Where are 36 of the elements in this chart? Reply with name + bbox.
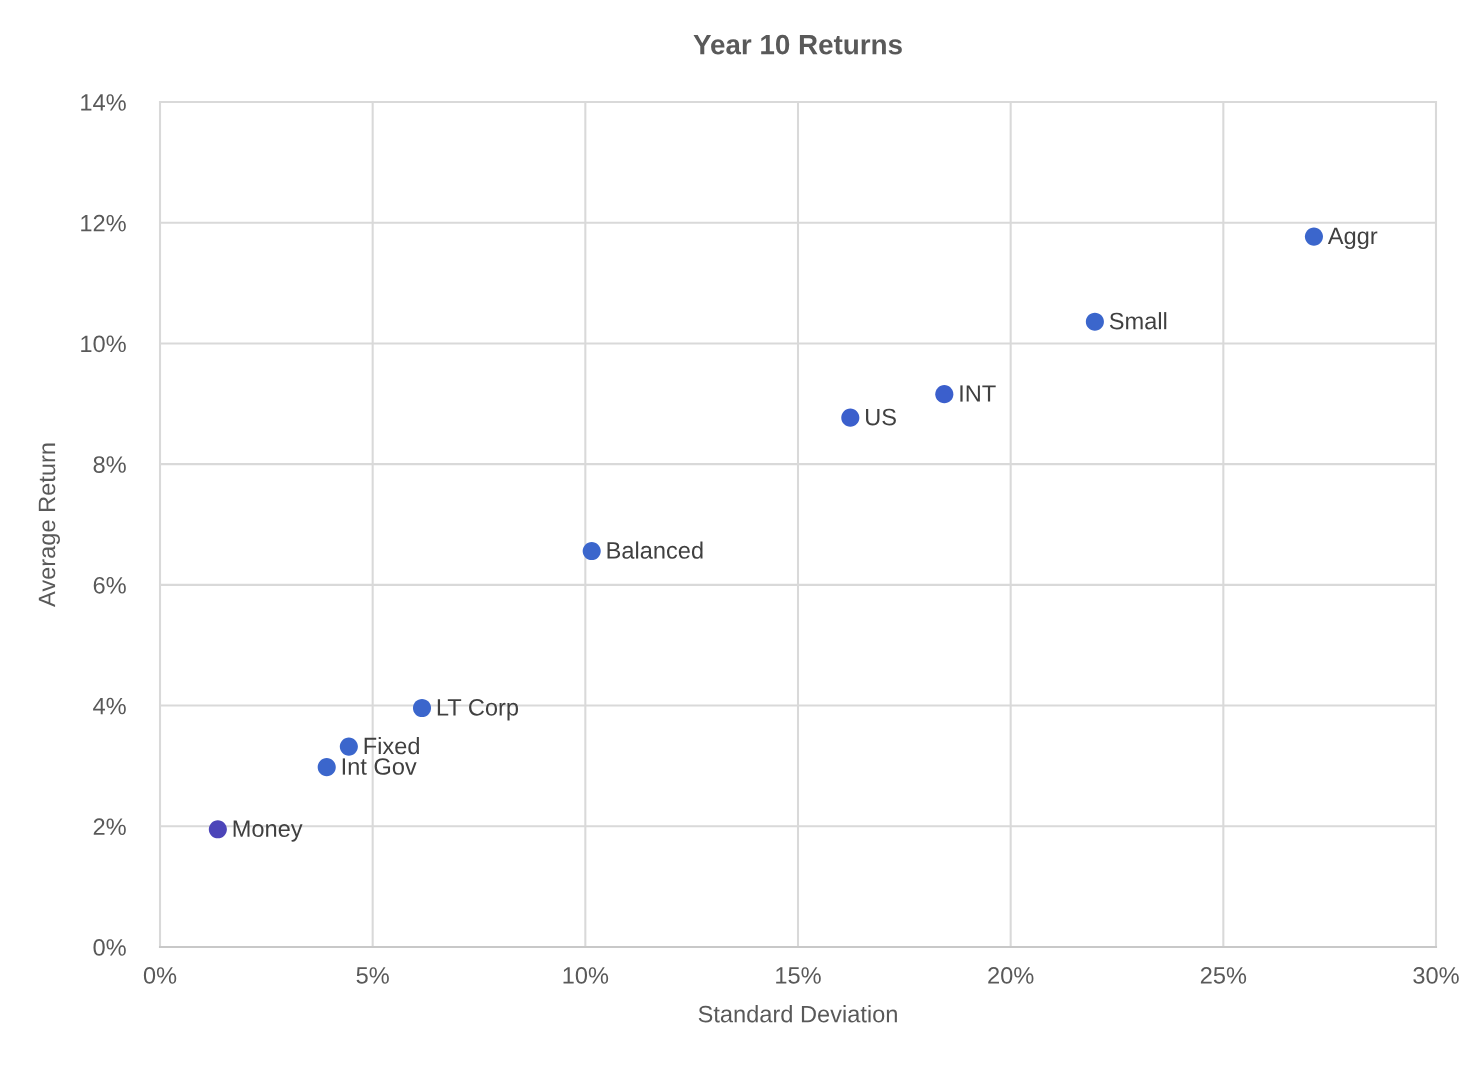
point — [317, 758, 336, 777]
point — [1085, 312, 1104, 331]
y-tick-label: 8% — [93, 456, 126, 473]
y-tick-label: 12% — [81, 214, 126, 232]
point — [208, 820, 227, 839]
chart-title: Year 10 Returns — [693, 34, 902, 55]
annotation: Int Gov — [342, 758, 417, 775]
y-axis-title: Average Return — [38, 443, 60, 607]
point — [412, 698, 432, 718]
point — [1304, 227, 1323, 246]
annotation: LT Corp — [437, 698, 519, 721]
point — [582, 542, 601, 561]
annotation: Balanced — [607, 541, 703, 559]
point — [935, 385, 954, 404]
x-tick-label: 25% — [1200, 967, 1247, 984]
x-tick-label: 20% — [988, 967, 1034, 984]
x-tick-label: 30% — [1413, 967, 1459, 984]
annotation: INT — [960, 385, 996, 402]
annotation: Money — [233, 820, 303, 842]
x-tick-label: 10% — [563, 967, 609, 984]
x-tick-label: 0% — [143, 967, 177, 984]
x-tick-label: 15% — [776, 967, 821, 984]
point — [339, 737, 358, 756]
y-tick-label: 0% — [93, 939, 126, 956]
x-axis-title: Standard Deviation — [698, 1005, 897, 1023]
y-tick-label: 14% — [81, 94, 126, 111]
annotation: US — [866, 408, 896, 426]
x-tick-label: 5% — [356, 967, 389, 984]
y-tick-label: 2% — [93, 818, 126, 835]
y-tick-label: 10% — [81, 335, 126, 353]
annotation: Fixed — [364, 737, 419, 755]
annotation: Small — [1109, 312, 1167, 330]
annotation: Aggr — [1327, 227, 1378, 249]
y-tick-label: 6% — [93, 576, 126, 594]
y-tick-label: 4% — [93, 697, 126, 715]
point — [841, 408, 860, 427]
